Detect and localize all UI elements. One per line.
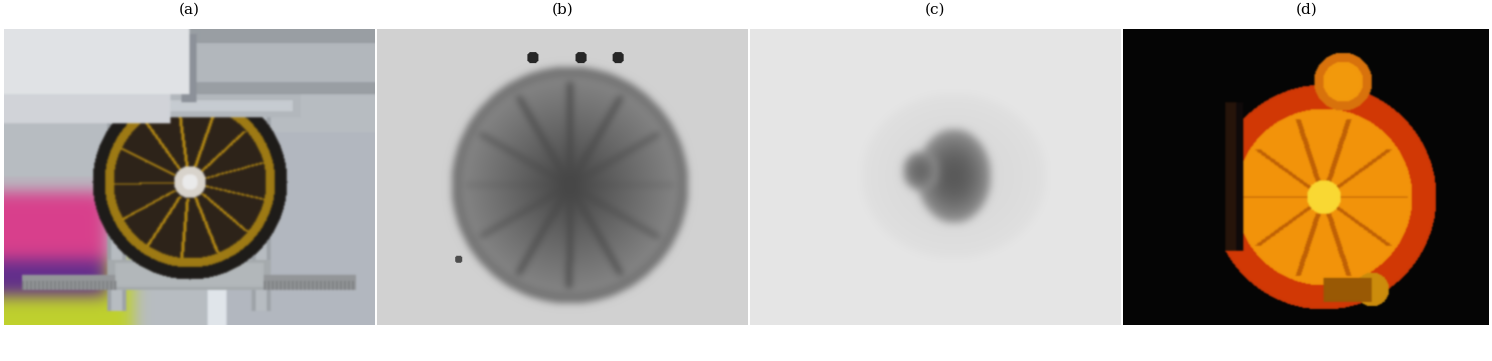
Text: (b): (b)	[552, 3, 573, 17]
Text: (d): (d)	[1295, 3, 1317, 17]
Text: (c): (c)	[925, 3, 946, 17]
Text: (a): (a)	[179, 3, 200, 17]
